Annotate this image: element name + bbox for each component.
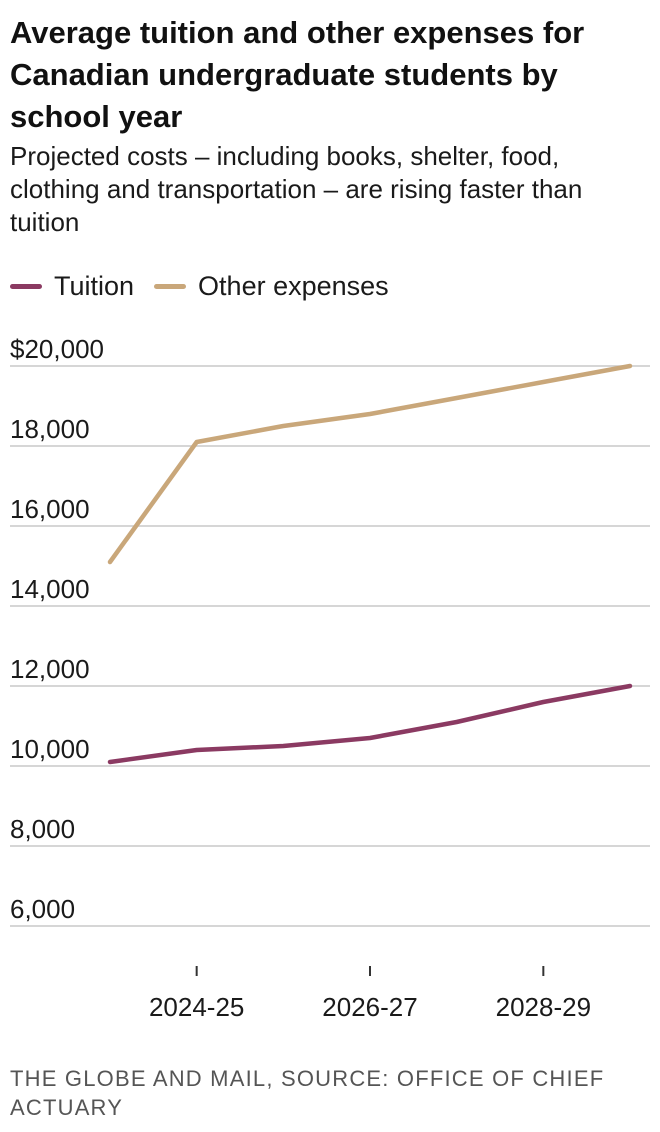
x-tick-label: 2028-29 (496, 992, 591, 1022)
y-tick-label: 18,000 (10, 414, 90, 444)
series-line-other-expenses (107, 363, 633, 565)
legend-item-other-expenses: Other expenses (154, 271, 389, 302)
legend-swatch-tuition (10, 283, 42, 289)
legend-label-tuition: Tuition (54, 270, 135, 301)
y-tick-label: 8,000 (10, 814, 75, 844)
series-lines (107, 363, 633, 765)
x-tick-label: 2024-25 (149, 992, 244, 1022)
legend: Tuition Other expenses (10, 268, 409, 304)
legend-item-tuition: Tuition (10, 271, 134, 302)
y-tick-label: 16,000 (10, 494, 90, 524)
x-axis: 2024-25 2026-27 2028-29 (149, 966, 591, 1022)
chart-title: Average tuition and other expenses for C… (10, 15, 585, 134)
y-tick-label: 12,000 (10, 654, 90, 684)
source-credit: THE GLOBE AND MAIL, SOURCE: OFFICE OF CH… (10, 1066, 605, 1120)
line-chart: $20,000 18,000 16,000 14,000 12,000 10,000 8,0… (10, 334, 650, 1022)
series-line-tuition (107, 683, 633, 765)
legend-label-other-expenses: Other expenses (198, 270, 389, 301)
legend-swatch-other-expenses (154, 283, 187, 289)
y-tick-label: 14,000 (10, 574, 90, 604)
chart-subtitle: Projected costs – including books, shelt… (10, 141, 583, 237)
y-axis-tick-labels: $20,000 18,000 16,000 14,000 12,000 10,000 8,0… (10, 334, 104, 924)
x-tick-label: 2026-27 (322, 992, 417, 1022)
y-tick-label: 10,000 (10, 734, 90, 764)
y-tick-label: $20,000 (10, 334, 104, 364)
y-tick-label: 6,000 (10, 894, 75, 924)
gridlines (10, 365, 650, 927)
